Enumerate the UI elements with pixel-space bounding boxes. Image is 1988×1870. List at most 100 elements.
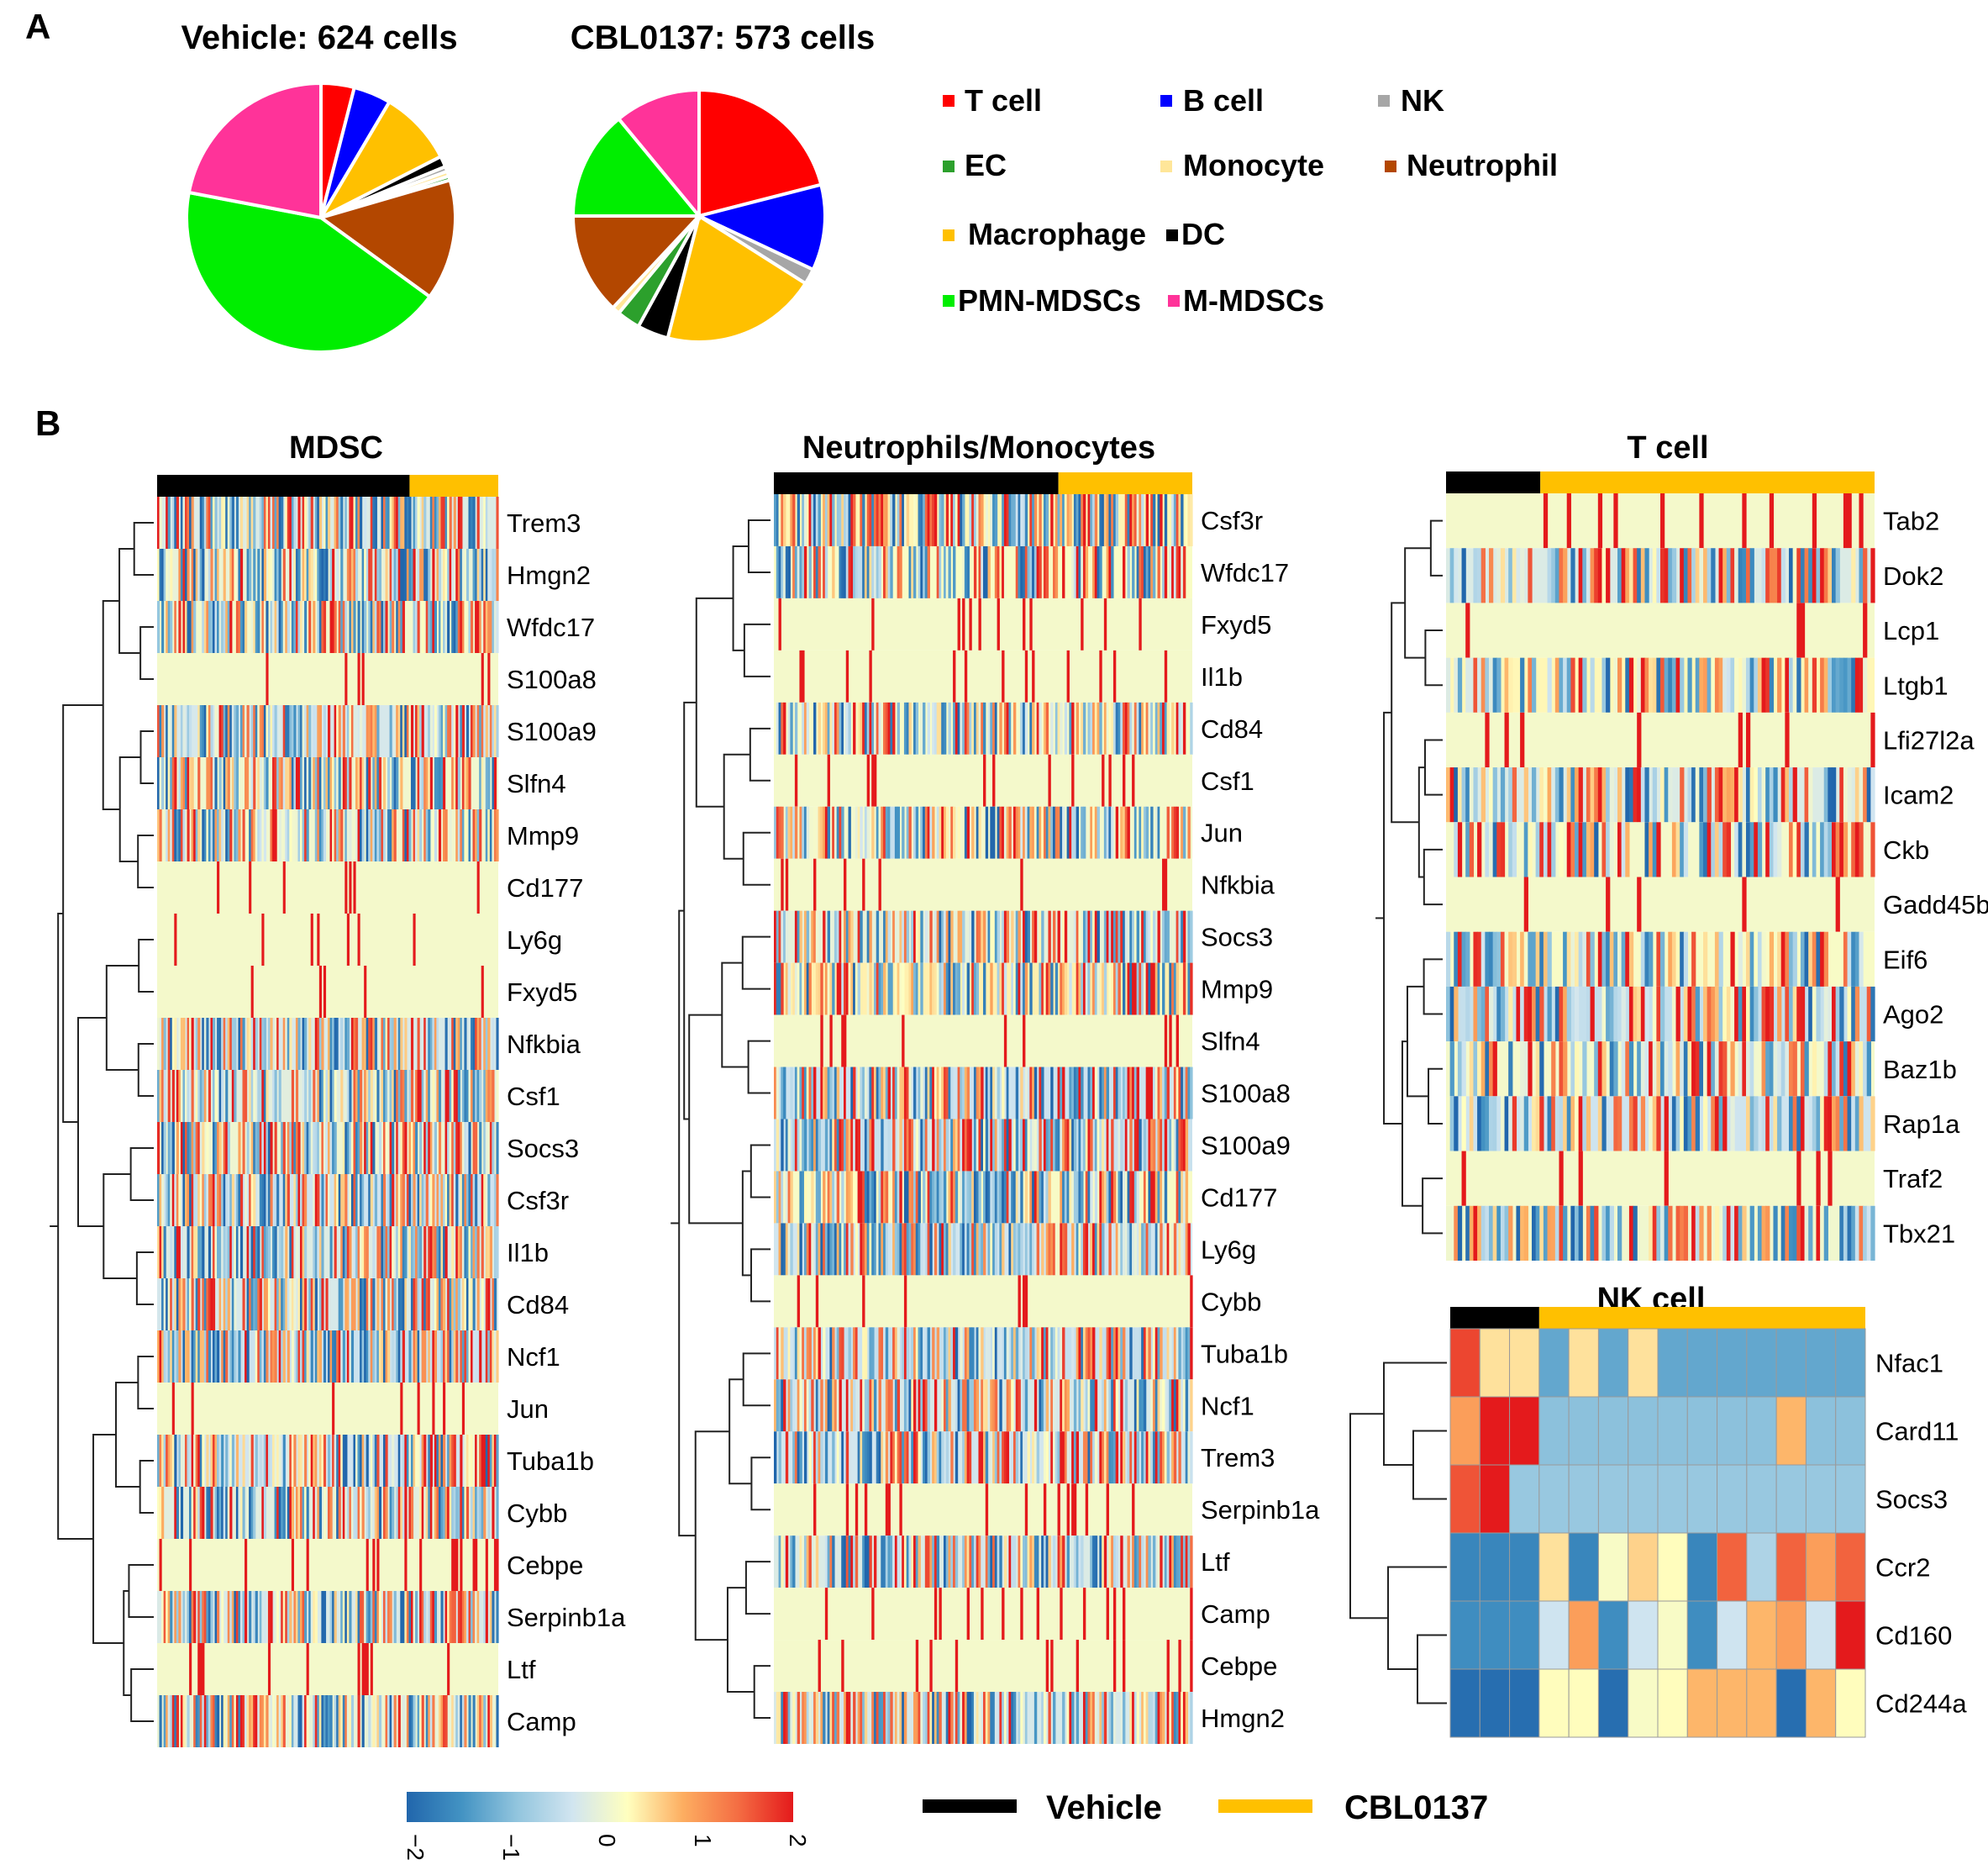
heatmap-cell bbox=[410, 1591, 414, 1643]
heatmap-cell bbox=[449, 1018, 452, 1070]
heatmap-cell bbox=[829, 702, 833, 755]
heatmap-cell bbox=[302, 1591, 305, 1643]
heatmap-cell bbox=[361, 1174, 365, 1226]
heatmap-cell bbox=[1496, 931, 1502, 987]
heatmap-cell bbox=[195, 1487, 198, 1539]
heatmap-cell bbox=[385, 1435, 388, 1487]
heatmap-cell bbox=[1112, 1431, 1117, 1484]
heatmap-cell bbox=[217, 549, 220, 601]
heatmap-cell bbox=[217, 705, 220, 757]
heatmap-cell bbox=[839, 1431, 842, 1484]
heatmap-cell bbox=[245, 705, 248, 757]
heatmap-cell bbox=[957, 806, 960, 859]
heatmap-cell bbox=[1182, 806, 1186, 859]
heatmap-cell bbox=[1671, 931, 1677, 987]
heatmap-cell bbox=[976, 1327, 980, 1380]
heatmap-cell bbox=[195, 1174, 198, 1226]
row-background bbox=[157, 1383, 498, 1435]
heatmap-cell bbox=[815, 1692, 819, 1744]
heatmap-cell bbox=[1060, 962, 1063, 1015]
heatmap-cell bbox=[1152, 1379, 1156, 1432]
heatmap-cell bbox=[1041, 962, 1044, 1015]
heatmap-cell bbox=[943, 1067, 947, 1119]
heatmap-cell bbox=[208, 1278, 212, 1330]
heatmap-row-lfi27l2a bbox=[1446, 712, 1875, 768]
heatmap-cell bbox=[334, 1435, 337, 1487]
heatmap-cell bbox=[328, 1070, 331, 1122]
heatmap-cell bbox=[1102, 1171, 1105, 1224]
heatmap-cell bbox=[376, 1070, 380, 1122]
heatmap-cell bbox=[813, 1692, 817, 1744]
heatmap-cell bbox=[443, 549, 446, 601]
heatmap-cell bbox=[869, 545, 872, 598]
heatmap-cell bbox=[957, 494, 960, 546]
heatmap-cell bbox=[329, 1122, 333, 1174]
heatmap-cell bbox=[432, 1018, 435, 1070]
heatmap-cell bbox=[839, 1119, 842, 1172]
heatmap-cell bbox=[340, 1018, 344, 1070]
heatmap-cell bbox=[1722, 657, 1728, 713]
heatmap-cell bbox=[210, 1174, 213, 1226]
gene-label-ly6g: Ly6g bbox=[507, 925, 562, 955]
heatmap-cell bbox=[206, 809, 209, 861]
heatmap-cell bbox=[225, 705, 229, 757]
heatmap-cell bbox=[272, 1330, 276, 1383]
heatmap-cell bbox=[438, 757, 442, 809]
heatmap-cell bbox=[1687, 657, 1692, 713]
heatmap-cell bbox=[1108, 1379, 1112, 1432]
heatmap-cell bbox=[1477, 931, 1482, 987]
heatmap-cell bbox=[990, 1379, 993, 1432]
heatmap-cell bbox=[1461, 931, 1466, 987]
heatmap-cell bbox=[357, 1226, 360, 1278]
heatmap-cell bbox=[803, 545, 807, 598]
heatmap-cell bbox=[444, 497, 448, 549]
heatmap-cell bbox=[415, 809, 418, 861]
heatmap-cell bbox=[1141, 494, 1144, 546]
heatmap-cell bbox=[460, 1018, 463, 1070]
row-background bbox=[157, 653, 498, 705]
heatmap-cell bbox=[481, 653, 484, 705]
heatmap-cell bbox=[492, 1487, 495, 1539]
heatmap-cell bbox=[1726, 657, 1732, 713]
heatmap-cell bbox=[487, 497, 491, 549]
heatmap-cell bbox=[1145, 1327, 1149, 1380]
heatmap-cell bbox=[382, 1278, 387, 1330]
heatmap-cell bbox=[1015, 1067, 1019, 1119]
heatmap-cell bbox=[1711, 548, 1716, 603]
heatmap-cell bbox=[180, 1070, 184, 1122]
heatmap-cell bbox=[871, 494, 875, 546]
heatmap-cell bbox=[161, 705, 165, 757]
heatmap-cell bbox=[845, 1379, 849, 1432]
heatmap-cell bbox=[485, 1174, 488, 1226]
heatmap-cell bbox=[785, 806, 789, 859]
heatmap-cell bbox=[1570, 548, 1575, 603]
heatmap-cell bbox=[382, 1591, 387, 1643]
heatmap-cell bbox=[936, 962, 940, 1015]
heatmap-cell bbox=[314, 497, 318, 549]
heatmap-cell bbox=[892, 1536, 896, 1588]
heatmap-cell bbox=[873, 1171, 877, 1224]
heatmap-cell bbox=[915, 962, 919, 1015]
heatmap-cell bbox=[1504, 657, 1509, 713]
heatmap-cell bbox=[214, 757, 218, 809]
heatmap-cell bbox=[1145, 494, 1149, 546]
heatmap-cell bbox=[1041, 1536, 1044, 1588]
heatmap-cell bbox=[376, 1539, 380, 1591]
heatmap-cell bbox=[421, 601, 424, 653]
heatmap-cell bbox=[250, 705, 254, 757]
heatmap-cell bbox=[239, 1487, 244, 1539]
heatmap-cell bbox=[1064, 910, 1068, 963]
heatmap-cell bbox=[197, 809, 201, 861]
heatmap-cell bbox=[1816, 548, 1821, 603]
heatmap-cell bbox=[483, 1174, 486, 1226]
heatmap-cell bbox=[1554, 767, 1560, 823]
heatmap-cell bbox=[808, 545, 812, 598]
heatmap-cell bbox=[485, 1122, 488, 1174]
gene-label-ltf: Ltf bbox=[507, 1655, 536, 1684]
heatmap-cell bbox=[894, 1171, 898, 1224]
heatmap-cell bbox=[410, 1278, 414, 1330]
heatmap-cell bbox=[355, 1226, 359, 1278]
heatmap-cell bbox=[1054, 806, 1059, 859]
heatmap-cell bbox=[857, 1327, 860, 1380]
heatmap-cell bbox=[306, 1330, 309, 1383]
